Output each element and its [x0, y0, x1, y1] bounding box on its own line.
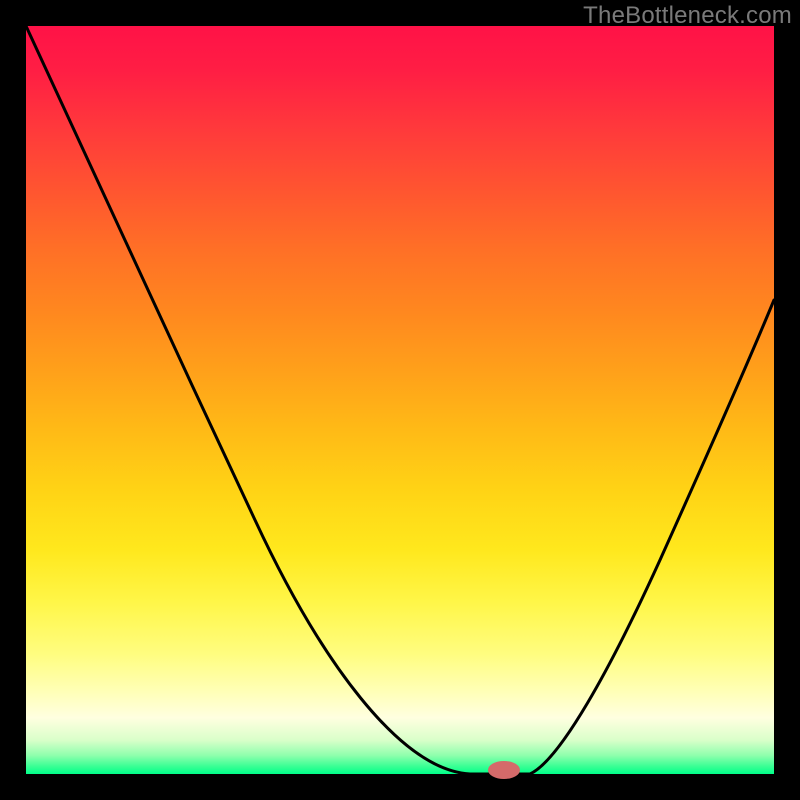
optimum-marker — [488, 761, 520, 779]
watermark-label: TheBottleneck.com — [583, 2, 792, 30]
plot-gradient — [26, 26, 774, 774]
chart-svg — [0, 0, 800, 800]
bottleneck-chart: TheBottleneck.com — [0, 0, 800, 800]
